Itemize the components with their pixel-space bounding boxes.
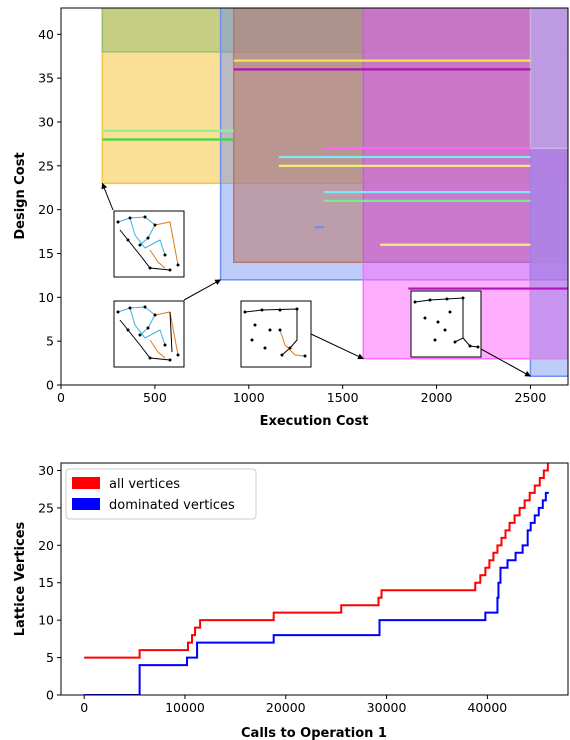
inset-graph-1 [113,210,185,278]
region-layer [101,8,568,377]
x-tick-label: 2500 [515,390,547,405]
dominance-region [529,8,568,150]
x-tick-label: 20000 [266,700,306,715]
legend-label-all: all vertices [109,477,180,492]
x-tick-label: 30000 [367,700,407,715]
inset-graph-3 [240,300,312,368]
x-tick-label: 2000 [421,390,453,405]
dominated-vertices-line [84,491,549,695]
bottom-x-axis-label: Calls to Operation 1 [241,726,387,740]
top-chart: 0 500 1000 1500 2000 2500 0 5 10 15 20 25 30 35 40 Exe… [13,7,569,429]
top-plot-frame [60,7,569,386]
legend-swatch-all [72,477,100,489]
top-x-axis-label: Execution Cost [260,414,369,429]
y-tick-label: 0 [46,378,54,393]
y-tick-label: 40 [38,27,54,42]
y-tick-label: 30 [38,114,54,129]
inset-arrow [310,333,364,360]
inset-arrow-layer [101,182,531,377]
legend-swatch-dominated [72,498,100,510]
inset-graph-4 [410,290,482,358]
y-tick-label: 20 [38,202,54,217]
legend: all vertices dominated vertices [65,468,257,520]
x-tick-label: 500 [143,390,167,405]
y-tick-label: 15 [38,246,54,261]
bottom-chart: 0 10000 20000 30000 40000 0 5 10 15 20 25 30 Calls … [13,462,569,740]
inset-arrow [101,182,114,211]
y-tick-label: 25 [38,158,54,173]
bottom-line-layer [84,463,549,695]
legend-label-dominated: dominated vertices [109,498,235,513]
y-tick-label: 5 [46,650,54,665]
inset-arrow [183,279,222,301]
inset-graph-2 [113,300,185,368]
segment-layer [102,59,568,290]
y-tick-label: 35 [38,71,54,86]
bottom-tick-layer: 0 10000 20000 30000 40000 0 5 10 15 20 25 30 [38,463,507,715]
x-tick-label: 1000 [233,390,265,405]
top-y-axis-label: Design Cost [13,152,28,239]
inset-arrow [480,348,531,377]
bottom-y-axis-label: Lattice Vertices [13,521,28,636]
y-tick-label: 0 [46,688,54,703]
y-tick-label: 25 [38,500,54,515]
x-tick-label: 0 [80,700,88,715]
y-tick-label: 30 [38,463,54,478]
x-tick-label: 1500 [327,390,359,405]
x-tick-label: 0 [57,390,65,405]
all-vertices-line [84,463,549,659]
y-tick-label: 5 [46,334,54,349]
top-tick-layer: 0 500 1000 1500 2000 2500 0 5 10 15 20 25 30 35 40 [38,27,546,405]
y-tick-label: 10 [38,613,54,628]
bottom-plot-frame [60,462,569,696]
y-tick-label: 10 [38,290,54,305]
x-tick-label: 40000 [467,700,507,715]
y-tick-label: 15 [38,575,54,590]
y-tick-label: 20 [38,538,54,553]
x-tick-label: 10000 [165,700,205,715]
